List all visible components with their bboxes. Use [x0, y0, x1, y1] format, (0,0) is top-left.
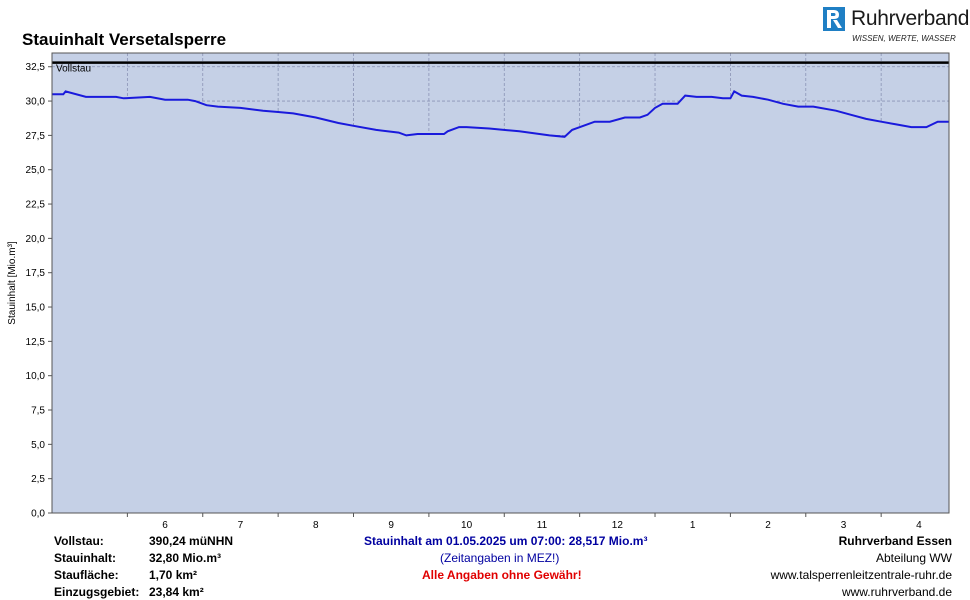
y-tick-label: 20,0: [26, 234, 46, 245]
y-tick-label: 15,0: [26, 303, 46, 314]
x-tick-label: 10: [461, 520, 473, 530]
timezone-note: (Zeitangaben in MEZ!): [440, 551, 560, 565]
info-label-stauinhalt: Stauinhalt:: [54, 551, 116, 565]
y-tick-label: 0,0: [31, 509, 45, 520]
x-tick-label: 12: [612, 520, 624, 530]
x-tick-label: 6: [162, 520, 168, 530]
website-link-ruhrverband[interactable]: www.ruhrverband.de: [841, 585, 952, 599]
y-tick-label: 25,0: [26, 165, 46, 176]
y-tick-label: 10,0: [26, 371, 46, 382]
website-link-tlz[interactable]: www.talsperrenleitzentrale-ruhr.de: [770, 568, 952, 582]
y-axis: 0,0 2,5 5,0 7,5 10,0 12,5 15,0 17,5 20,0 22,5 25,0…: [26, 62, 52, 520]
x-tick-label: 8: [313, 520, 319, 530]
info-value-stauflaeche: 1,70 km²: [149, 568, 198, 582]
x-axis: 6 7 8 9 10 11 12 1 2 3 4: [126, 513, 922, 530]
y-tick-label: 5,0: [31, 440, 45, 451]
x-tick-label: 2: [765, 520, 771, 530]
x-tick-label: 7: [238, 520, 244, 530]
page-title: Stauinhalt Versetalsperre: [22, 30, 227, 49]
y-tick-label: 27,5: [26, 131, 46, 142]
plot-border: [51, 52, 950, 514]
y-tick-label: 22,5: [26, 200, 46, 211]
y-axis-label: Stauinhalt [Mio.m³]: [7, 241, 18, 325]
y-tick-label: 17,5: [26, 268, 46, 279]
org-name: Ruhrverband Essen: [838, 534, 952, 548]
info-value-stauinhalt: 32,80 Mio.m³: [149, 551, 222, 565]
disclaimer: Alle Angaben ohne Gewähr!: [422, 568, 582, 582]
x-tick-label: 11: [537, 520, 548, 530]
info-label-einzugsgebiet: Einzugsgebiet:: [54, 585, 140, 599]
series-line: [52, 90, 949, 138]
info-label-stauflaeche: Staufläche:: [54, 568, 119, 582]
info-label-vollstau: Vollstau:: [54, 534, 104, 548]
full-level-label: Vollstau: [56, 64, 91, 75]
chart: Vollstau 0,02,55,07,510,012,515,017,520,…: [7, 52, 950, 530]
current-status: Stauinhalt am 01.05.2025 um 07:00: 28,51…: [364, 534, 648, 548]
logo-tagline: WISSEN, WERTE, WASSER: [852, 34, 956, 43]
y-tick-label: 12,5: [26, 337, 46, 348]
info-value-einzugsgebiet: 23,84 km²: [149, 585, 204, 599]
info-value-vollstau: 390,24 müNHN: [149, 534, 234, 548]
ruhrverband-logo-icon: [823, 7, 845, 31]
y-tick-label: 32,5: [26, 62, 46, 73]
x-tick-label: 1: [690, 520, 696, 530]
department: Abteilung WW: [875, 551, 952, 565]
ruhrverband-logo: Ruhrverband WISSEN, WERTE, WASSER: [823, 6, 969, 46]
x-tick-label: 4: [916, 520, 922, 530]
series-area: [52, 91, 949, 514]
y-tick-label: 7,5: [31, 406, 45, 417]
y-tick-label: 2,5: [31, 474, 45, 485]
y-tick-label: 30,0: [26, 97, 46, 108]
x-tick-label: 3: [841, 520, 847, 530]
logo-name: Ruhrverband: [851, 7, 970, 30]
x-tick-label: 9: [388, 520, 394, 530]
